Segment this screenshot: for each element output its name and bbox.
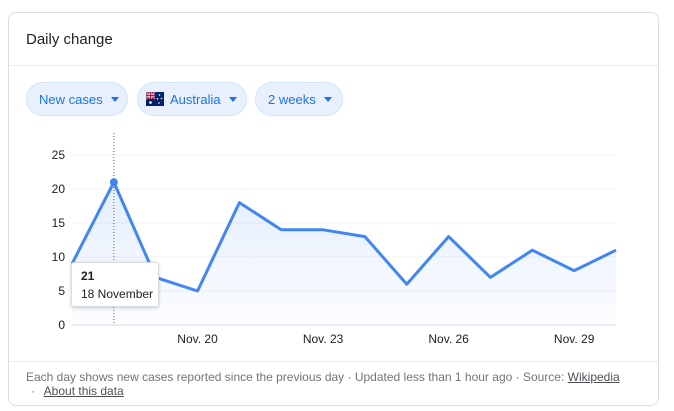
x-tick-label: Nov. 20 [177, 332, 218, 346]
x-tick-label: Nov. 23 [303, 332, 344, 346]
range-dropdown[interactable]: 2 weeks [255, 82, 343, 116]
card-title: Daily change [26, 31, 113, 48]
title-divider [9, 65, 658, 66]
source-link[interactable]: Wikipedia [567, 370, 620, 384]
line-chart[interactable]: 0 5 10 15 20 25 Nov. 20 Nov. 23 Nov. 26 Nov. 29 [9, 13, 660, 353]
y-tick-label: 20 [52, 182, 66, 196]
y-tick-label: 0 [58, 318, 65, 332]
y-tick-label: 10 [52, 250, 66, 264]
footer-divider [9, 361, 658, 362]
chevron-down-icon [323, 96, 332, 102]
x-tick-label: Nov. 26 [428, 332, 469, 346]
chevron-down-icon [228, 96, 237, 102]
country-label: Australia [170, 91, 221, 107]
footer-text: Each day shows new cases reported since … [26, 370, 565, 384]
range-label: 2 weeks [268, 91, 316, 107]
series-area [72, 182, 616, 325]
country-dropdown[interactable]: Australia [137, 82, 247, 116]
y-tick-label: 5 [58, 284, 65, 298]
chevron-down-icon [110, 96, 119, 102]
x-tick-label: Nov. 29 [554, 332, 595, 346]
metric-label: New cases [39, 91, 103, 107]
tooltip-date: 18 November [81, 287, 154, 301]
daily-change-card: Daily change New cases Australia 2 weeks… [8, 12, 659, 406]
about-data-link[interactable]: About this data [43, 384, 124, 398]
australia-flag-icon [146, 92, 164, 106]
footer-separator: · [31, 384, 35, 398]
chart-tooltip: 21 18 November [71, 262, 159, 307]
footer: Each day shows new cases reported since … [26, 370, 646, 398]
highlighted-point [109, 178, 118, 187]
series-line [70, 180, 617, 293]
metric-dropdown[interactable]: New cases [26, 82, 128, 116]
y-tick-label: 15 [52, 216, 66, 230]
y-tick-label: 25 [52, 148, 66, 162]
tooltip-value: 21 [81, 269, 95, 283]
